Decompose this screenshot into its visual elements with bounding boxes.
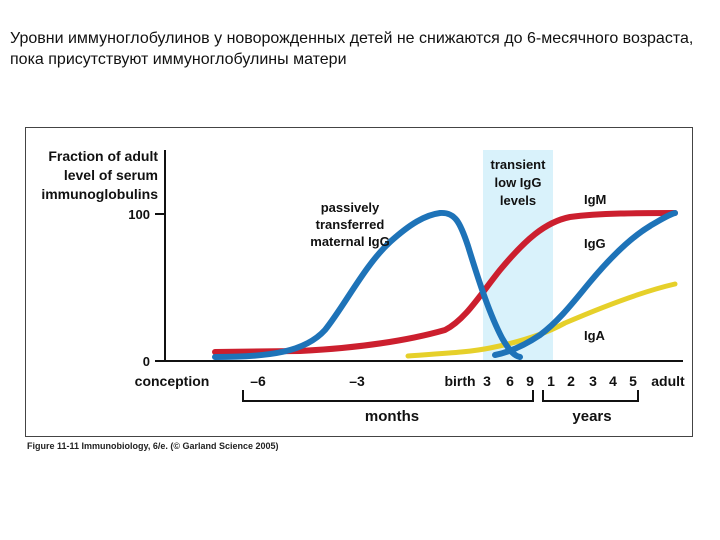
maternal-igg-label-line-3: maternal IgG [310, 234, 389, 249]
series-igm-curve [212, 210, 678, 355]
x-tick-label: 4 [609, 373, 617, 389]
y-axis-label-line-1: Fraction of adult [48, 148, 158, 164]
maternal-igg-label-line-1: passively [321, 200, 380, 215]
x-tick-label: 2 [567, 373, 575, 389]
band-label-line-1: transient [491, 157, 547, 172]
figure-caption: Figure 11-11 Immunobiology, 6/e. (© Garl… [27, 441, 279, 451]
band-label-line-3: levels [500, 193, 536, 208]
igm-label: IgM [584, 192, 606, 207]
iga-label: IgA [584, 328, 606, 343]
x-tick-label: 3 [589, 373, 597, 389]
y-axis-label-line-2: level of serum [64, 167, 158, 183]
months-bracket [242, 390, 534, 402]
x-tick-label: birth [444, 373, 475, 389]
x-tick-label: conception [135, 373, 210, 389]
band-label-line-2: low IgG [495, 175, 542, 190]
y-tick-0: 0 [143, 354, 150, 369]
y-tick-100: 100 [128, 207, 150, 222]
y-axis-label-line-3: immunoglobulins [41, 186, 158, 202]
x-group-years: years [572, 408, 611, 425]
maternal-igg-label-line-2: transferred [316, 217, 385, 232]
slide-title: Уровни иммуноглобулинов у новорожденных … [10, 30, 694, 68]
series-maternal-igg-curve [212, 209, 523, 360]
x-tick-label: 9 [526, 373, 534, 389]
x-group-months: months [365, 408, 419, 425]
x-tick-label: 5 [629, 373, 637, 389]
x-tick-label: –3 [349, 373, 365, 389]
series-igg-curve [492, 210, 678, 358]
x-tick-label: adult [651, 373, 685, 389]
igg-label: IgG [584, 236, 606, 251]
x-tick-label: 6 [506, 373, 514, 389]
years-bracket [542, 390, 639, 402]
x-tick-label: 1 [547, 373, 555, 389]
x-tick-label: 3 [483, 373, 491, 389]
x-tick-label: –6 [250, 373, 266, 389]
x-tick-labels: conception –6 –3 birth 3 6 9 1 2 3 4 5 adult [135, 373, 685, 389]
